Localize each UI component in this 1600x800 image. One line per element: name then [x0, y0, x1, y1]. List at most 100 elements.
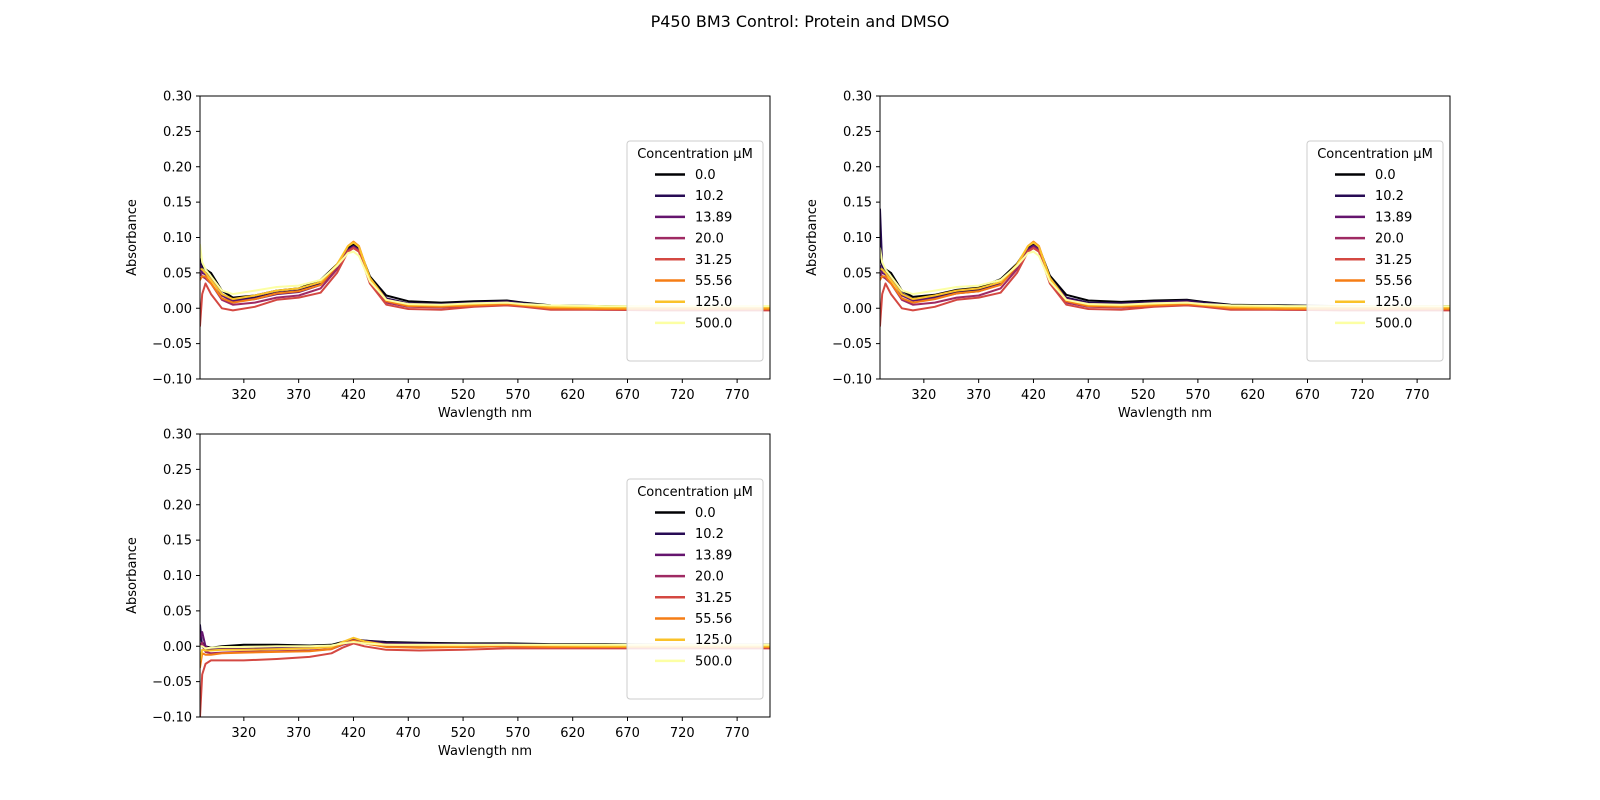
legend: Concentration µM 0.0 10.2 13.89 20.0 31.25 55.…: [1306, 140, 1444, 362]
y-tick-label: 0.25: [843, 125, 872, 140]
legend-label-55.56: 55.56: [1375, 274, 1412, 289]
y-tick-label: 0.30: [163, 90, 192, 105]
x-tick-label: 770: [725, 388, 750, 403]
legend-label-20.0: 20.0: [695, 570, 724, 585]
legend-label-10.2: 10.2: [695, 527, 724, 542]
x-tick-label: 320: [231, 388, 256, 403]
y-tick-label: 0.20: [843, 160, 872, 175]
legend-label-500.0: 500.0: [695, 654, 732, 669]
y-tick-label: 0.00: [163, 302, 192, 317]
y-tick-label: 0.25: [163, 125, 192, 140]
x-tick-label: 620: [560, 726, 585, 741]
legend-label-55.56: 55.56: [695, 274, 732, 289]
legend-label-10.2: 10.2: [1375, 189, 1404, 204]
series-line-31.25: [880, 247, 1450, 327]
x-tick-label: 620: [560, 388, 585, 403]
x-axis-label: Wavlength nm: [1118, 406, 1212, 421]
series-line-31.25: [200, 247, 770, 327]
y-tick-label: 0.15: [843, 196, 872, 211]
series-line-500.0: [200, 641, 770, 650]
x-tick-label: 470: [1076, 388, 1101, 403]
legend-title: Concentration µM: [637, 147, 753, 162]
y-tick-label: −0.05: [152, 675, 192, 690]
legend-label-13.89: 13.89: [1375, 210, 1412, 225]
y-tick-label: −0.10: [152, 711, 192, 726]
y-tick-label: 0.20: [163, 498, 192, 513]
subplot-1: 320 370 420 470 520 570 620 670 720 770 −0.10 −0.05…: [125, 90, 771, 421]
legend-label-0.0: 0.0: [695, 506, 716, 521]
series-line-500.0: [200, 243, 770, 308]
y-tick-label: 0.15: [163, 534, 192, 549]
x-tick-label: 720: [670, 726, 695, 741]
legend: Concentration µM 0.0 10.2 13.89 20.0 31.25 55.…: [626, 478, 764, 700]
y-tick-label: −0.10: [832, 373, 872, 388]
y-tick-label: 0.10: [163, 569, 192, 584]
legend-label-125.0: 125.0: [695, 295, 732, 310]
x-tick-label: 620: [1240, 388, 1265, 403]
series-line-31.25: [200, 642, 770, 717]
y-tick-label: 0.30: [163, 428, 192, 443]
x-tick-label: 570: [1185, 388, 1210, 403]
y-tick-label: 0.00: [843, 302, 872, 317]
x-tick-label: 420: [1021, 388, 1046, 403]
x-tick-label: 370: [286, 726, 311, 741]
x-tick-label: 370: [286, 388, 311, 403]
x-tick-label: 520: [451, 388, 476, 403]
x-tick-label: 670: [615, 726, 640, 741]
y-tick-label: 0.30: [843, 90, 872, 105]
x-axis-label: Wavlength nm: [438, 406, 532, 421]
y-tick-label: 0.10: [163, 231, 192, 246]
subplot-2: 320 370 420 470 520 570 620 670 720 770 −0.10 −0.05…: [805, 90, 1451, 421]
legend-label-500.0: 500.0: [695, 316, 732, 331]
y-tick-label: 0.05: [843, 266, 872, 281]
x-tick-label: 520: [451, 726, 476, 741]
legend-label-20.0: 20.0: [695, 232, 724, 247]
series-group: [880, 208, 1450, 327]
series-line-500.0: [880, 247, 1450, 308]
legend-label-20.0: 20.0: [1375, 232, 1404, 247]
x-tick-label: 670: [1295, 388, 1320, 403]
y-tick-label: 0.10: [843, 231, 872, 246]
x-tick-label: 770: [725, 726, 750, 741]
y-tick-label: 0.05: [163, 266, 192, 281]
x-tick-label: 420: [341, 388, 366, 403]
x-tick-label: 670: [615, 388, 640, 403]
y-tick-label: 0.20: [163, 160, 192, 175]
x-tick-label: 320: [911, 388, 936, 403]
y-tick-label: 0.25: [163, 463, 192, 478]
legend-title: Concentration µM: [637, 485, 753, 500]
legend-label-31.25: 31.25: [695, 253, 732, 268]
legend-label-13.89: 13.89: [695, 548, 732, 563]
legend-label-0.0: 0.0: [695, 168, 716, 183]
legend-label-125.0: 125.0: [1375, 295, 1412, 310]
y-axis-label: Absorbance: [125, 537, 140, 614]
x-tick-label: 770: [1405, 388, 1430, 403]
y-tick-label: −0.05: [832, 337, 872, 352]
legend-label-0.0: 0.0: [1375, 168, 1396, 183]
y-axis-label: Absorbance: [125, 199, 140, 276]
x-tick-label: 570: [505, 726, 530, 741]
subplot-3: 320 370 420 470 520 570 620 670 720 770 −0.10 −0.05…: [125, 428, 771, 759]
y-tick-label: 0.00: [163, 640, 192, 655]
x-tick-label: 470: [396, 726, 421, 741]
legend-title: Concentration µM: [1317, 147, 1433, 162]
series-group: [200, 624, 770, 717]
y-tick-label: −0.10: [152, 373, 192, 388]
x-tick-label: 720: [1350, 388, 1375, 403]
legend-label-10.2: 10.2: [695, 189, 724, 204]
legend-label-55.56: 55.56: [695, 612, 732, 627]
legend-label-31.25: 31.25: [1375, 253, 1412, 268]
legend-label-500.0: 500.0: [1375, 316, 1412, 331]
x-tick-label: 470: [396, 388, 421, 403]
legend-label-13.89: 13.89: [695, 210, 732, 225]
y-axis-label: Absorbance: [805, 199, 820, 276]
figure-title: P450 BM3 Control: Protein and DMSO: [650, 12, 950, 31]
x-tick-label: 420: [341, 726, 366, 741]
x-tick-label: 570: [505, 388, 530, 403]
legend: Concentration µM 0.0 10.2 13.89 20.0 31.25 55.…: [626, 140, 764, 362]
y-tick-label: 0.05: [163, 604, 192, 619]
y-tick-label: 0.15: [163, 196, 192, 211]
x-tick-label: 370: [966, 388, 991, 403]
x-tick-label: 520: [1131, 388, 1156, 403]
